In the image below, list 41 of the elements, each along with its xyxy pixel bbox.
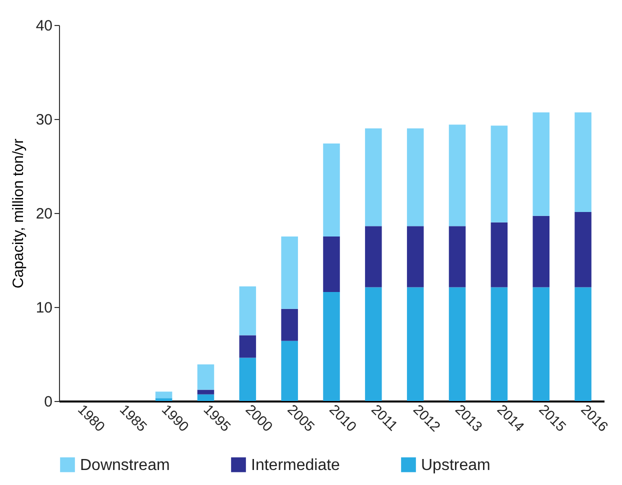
bar [448,226,466,288]
bar [365,226,382,288]
bar [532,216,550,288]
bar [239,358,256,401]
y-tick-label: 10 [36,300,52,316]
bar [490,287,508,401]
bar [281,236,298,309]
bar [532,112,550,216]
y-tick-label: 20 [36,206,52,222]
y-tick-label: 40 [36,18,52,34]
bar [197,394,214,401]
bar [155,398,172,401]
bar [239,335,256,358]
bar [490,126,508,222]
bar [574,112,592,212]
legend-label: Downstream [80,456,170,474]
bar [448,124,466,226]
bar [239,286,256,336]
bar [155,392,172,398]
y-axis-title: Capacity, million ton/yr [10,138,27,288]
y-tick-label: 30 [36,112,52,128]
bar [365,287,382,401]
bar [448,287,466,401]
bar [281,308,298,341]
legend-label: Upstream [421,456,490,474]
bar [406,226,424,288]
bar [490,222,508,288]
bar [323,236,340,292]
y-tick-label: 0 [44,394,52,410]
bar [574,212,592,288]
bar [532,287,550,401]
bar [281,340,298,401]
bar [365,128,382,226]
bar [197,390,214,394]
legend-label: Intermediate [251,456,340,474]
bar [406,128,424,226]
bar [197,364,214,390]
bar [574,287,592,401]
bar [323,292,340,401]
bar [406,287,424,401]
bar [323,143,340,236]
